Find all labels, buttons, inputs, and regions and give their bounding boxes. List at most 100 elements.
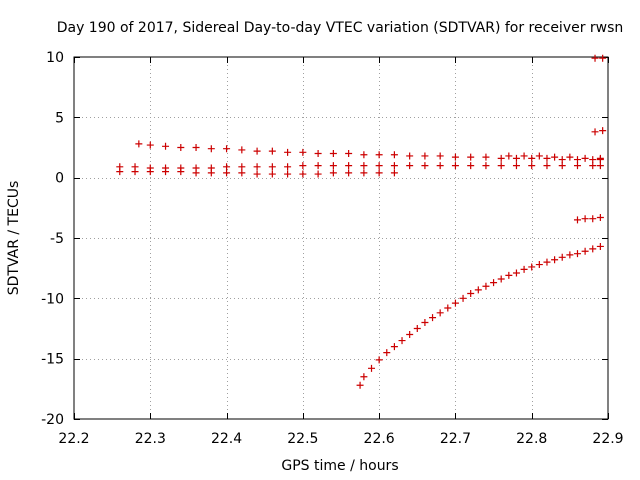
data-point — [360, 151, 368, 159]
data-point — [375, 162, 383, 170]
data-point — [459, 294, 467, 302]
x-axis-label: GPS time / hours — [281, 458, 398, 474]
y-tick-label: 0 — [55, 171, 64, 187]
data-point — [436, 162, 444, 170]
series-sat-e — [356, 242, 604, 389]
data-point — [497, 154, 505, 162]
data-point — [329, 150, 337, 158]
data-point — [146, 141, 154, 149]
data-point — [482, 282, 490, 290]
data-point — [368, 364, 376, 372]
data-point — [591, 54, 599, 62]
data-point — [528, 154, 536, 162]
y-tick-label: -5 — [50, 231, 64, 247]
data-point — [512, 269, 520, 277]
data-point — [223, 145, 231, 153]
y-tick-label: 10 — [46, 50, 64, 66]
data-point — [390, 169, 398, 177]
data-point — [238, 146, 246, 154]
data-point — [207, 169, 215, 177]
data-point — [451, 153, 459, 161]
data-point — [207, 145, 215, 153]
data-points — [116, 54, 607, 389]
data-point — [413, 325, 421, 332]
data-point — [223, 169, 231, 177]
data-point — [238, 163, 246, 171]
data-point — [223, 163, 231, 171]
data-point — [131, 168, 139, 176]
data-point — [596, 162, 604, 170]
data-point — [589, 245, 597, 253]
series-sat-b — [116, 168, 398, 178]
data-point — [520, 152, 528, 160]
data-point — [253, 170, 261, 178]
series-sat-c — [135, 140, 604, 164]
data-point — [406, 162, 414, 170]
data-point — [558, 253, 566, 261]
data-point — [528, 162, 536, 170]
data-point — [497, 275, 505, 283]
data-point — [520, 265, 528, 273]
data-point — [599, 127, 607, 135]
data-point — [596, 213, 604, 221]
series-sat-d — [505, 152, 604, 162]
data-point — [528, 263, 536, 271]
data-point — [467, 153, 475, 161]
y-tick-label: -20 — [41, 412, 64, 428]
data-point — [589, 156, 597, 164]
data-point — [599, 54, 607, 62]
data-point — [356, 381, 364, 389]
data-point — [589, 162, 597, 170]
data-point — [192, 144, 200, 151]
chart-title: Day 190 of 2017, Sidereal Day-to-day VTE… — [57, 20, 624, 36]
data-point — [482, 162, 490, 170]
x-tick-label: 22.2 — [58, 431, 89, 447]
data-point — [284, 163, 292, 171]
data-point — [573, 250, 581, 258]
data-point — [566, 153, 574, 161]
data-point — [253, 163, 261, 171]
data-point — [360, 162, 368, 170]
data-point — [284, 170, 292, 178]
data-point — [512, 154, 520, 162]
y-tick-label: -15 — [41, 352, 64, 368]
data-point — [162, 142, 170, 150]
data-point — [390, 343, 398, 351]
data-point — [591, 128, 599, 136]
data-point — [451, 162, 459, 170]
data-point — [436, 309, 444, 317]
data-point — [299, 170, 307, 178]
data-point — [490, 279, 498, 287]
data-point — [406, 152, 414, 160]
data-point — [421, 152, 429, 160]
data-point — [390, 151, 398, 159]
x-tick-label: 22.5 — [287, 431, 318, 447]
data-point — [329, 169, 337, 177]
data-point — [482, 153, 490, 161]
data-point — [558, 156, 566, 164]
data-point — [543, 258, 551, 266]
data-point — [543, 162, 551, 170]
data-point — [581, 154, 589, 162]
data-point — [573, 156, 581, 164]
data-point — [146, 168, 154, 176]
data-point — [512, 162, 520, 170]
data-point — [551, 256, 559, 264]
data-point — [314, 150, 322, 158]
data-point — [345, 162, 353, 170]
data-point — [268, 163, 276, 171]
x-tick-label: 22.3 — [135, 431, 166, 447]
data-point — [177, 144, 185, 151]
x-tick-labels: 22.2 22.3 22.4 22.5 22.6 22.7 22.8 22.9 — [58, 431, 623, 447]
data-point — [406, 331, 414, 339]
data-point — [429, 314, 437, 322]
data-point — [543, 154, 551, 162]
data-point — [345, 150, 353, 158]
data-point — [558, 162, 566, 170]
data-point — [314, 170, 322, 178]
x-tick-label: 22.4 — [211, 431, 242, 447]
y-tick-label: -10 — [41, 291, 64, 307]
data-point — [421, 318, 429, 326]
data-point — [474, 286, 482, 294]
